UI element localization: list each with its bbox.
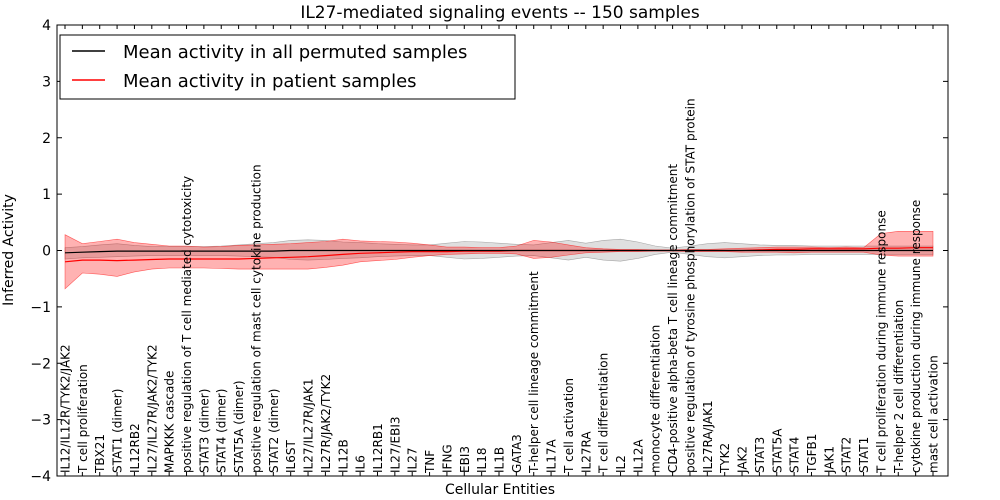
x-axis: IL12/IL12R/TYK2/JAK2 T cell proliferation… <box>59 25 941 476</box>
x-tick-label: STAT4 <box>788 437 802 473</box>
x-tick-label: MAPKKK cascade <box>163 371 177 473</box>
x-tick-label: T cell proliferation during immune respo… <box>874 210 888 474</box>
x-tick-label: T-helper cell lineage commitment <box>527 271 541 474</box>
y-tick-label: −2 <box>30 356 51 372</box>
x-tick-label: IL6ST <box>284 440 298 473</box>
x-tick-label: IL1B <box>493 447 507 473</box>
x-tick-label: IL27R/JAK2/TYK2 <box>319 374 333 473</box>
x-tick-label: GATA3 <box>510 434 524 473</box>
x-tick-label: STAT3 (dimer) <box>197 389 211 473</box>
x-tick-label: STAT5A (dimer) <box>232 380 246 473</box>
x-tick-label: CD4-positive alpha-beta T cell lineage c… <box>666 164 680 473</box>
legend-label-patient: Mean activity in patient samples <box>123 71 417 92</box>
legend-box <box>59 34 516 100</box>
x-tick-label: IL12RB1 <box>371 423 385 473</box>
x-tick-label: STAT1 (dimer) <box>111 389 125 473</box>
x-tick-label: IL18 <box>475 448 489 474</box>
x-tick-label: IL12RB2 <box>128 423 142 473</box>
y-tick-label: 0 <box>42 244 51 260</box>
x-tick-label: IL27RA/JAK1 <box>701 400 715 473</box>
y-tick-label: −1 <box>30 300 51 316</box>
x-tick-label: IL12B <box>336 439 350 473</box>
x-tick-label: IL12A <box>631 439 645 473</box>
x-tick-label: IL12/IL12R/TYK2/JAK2 <box>59 344 73 473</box>
x-tick-label: JAK2 <box>736 446 750 474</box>
legend-label-permuted: Mean activity in all permuted samples <box>123 42 467 63</box>
x-tick-label: STAT1 <box>857 437 871 473</box>
x-tick-label: positive regulation of tyrosine phosphor… <box>684 98 698 473</box>
x-tick-label: STAT3 <box>753 437 767 473</box>
chart-title: IL27-mediated signaling events -- 150 sa… <box>300 3 700 23</box>
x-tick-label: T cell activation <box>562 378 576 474</box>
band-patient <box>64 231 934 290</box>
x-tick-label: IL27/IL27R/JAK2/TYK2 <box>145 344 159 473</box>
x-tick-label: IL27RA <box>579 431 593 473</box>
x-tick-label: IL27/EBI3 <box>388 416 402 473</box>
x-tick-label: IFNG <box>440 444 454 473</box>
series-lines <box>64 247 933 263</box>
x-tick-label: monocyte differentiation <box>649 325 663 473</box>
x-tick-label: positive regulation of mast cell cytokin… <box>250 164 264 473</box>
y-tick-label: 3 <box>42 74 51 90</box>
x-tick-label: IL27/IL27R/JAK1 <box>302 379 316 473</box>
x-tick-label: EBI3 <box>458 446 472 473</box>
x-tick-label: IL17A <box>545 439 559 473</box>
y-tick-label: 1 <box>42 187 51 203</box>
x-tick-label: T cell differentiation <box>597 353 611 474</box>
x-tick-label: TNF <box>423 450 437 474</box>
x-tick-label: T cell proliferation <box>76 364 90 474</box>
x-tick-label: IL27 <box>406 448 420 474</box>
y-axis: 4 3 2 1 0 −1 −2 −3 −4 <box>30 18 948 485</box>
y-tick-label: 2 <box>42 131 51 147</box>
x-tick-label: positive regulation of T cell mediated c… <box>180 176 194 473</box>
y-axis-label: Inferred Activity <box>1 194 17 306</box>
x-tick-label: STAT2 (dimer) <box>267 389 281 473</box>
x-tick-label: mast cell activation <box>927 355 941 473</box>
x-tick-label: cytokine production during immune respon… <box>909 200 923 473</box>
y-tick-label: 4 <box>42 18 51 34</box>
line-permuted <box>64 249 933 254</box>
x-tick-label: STAT5A <box>770 428 784 473</box>
x-tick-label: IL2 <box>614 455 628 473</box>
x-tick-label: STAT4 (dimer) <box>215 389 229 473</box>
y-tick-label: −4 <box>30 469 51 485</box>
x-tick-label: IL6 <box>354 455 368 473</box>
x-tick-label: STAT2 <box>840 437 854 473</box>
x-tick-label: TBX21 <box>93 434 107 474</box>
confidence-bands <box>64 231 934 290</box>
x-tick-label: T-helper 2 cell differentiation <box>892 300 906 474</box>
legend: Mean activity in all permuted samples Me… <box>59 34 516 100</box>
x-tick-label: TYK2 <box>718 443 732 474</box>
x-tick-label: JAK1 <box>822 446 836 474</box>
x-tick-label: TGFB1 <box>805 434 819 474</box>
x-axis-label: Cellular Entities <box>445 482 555 498</box>
y-tick-label: −3 <box>30 413 51 429</box>
